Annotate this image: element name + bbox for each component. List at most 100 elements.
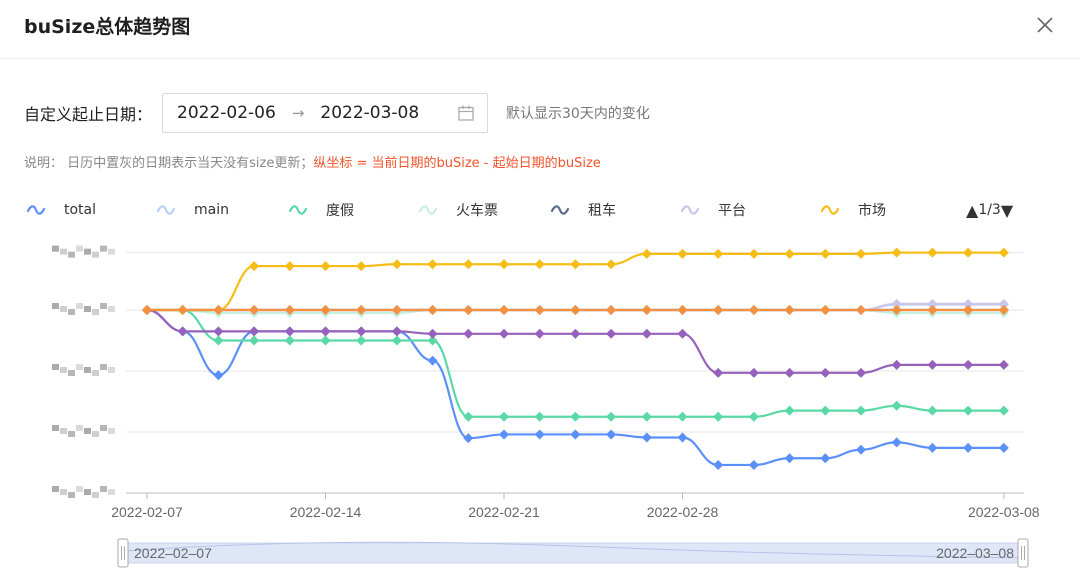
data-point[interactable] [463,259,474,270]
data-point[interactable] [963,298,974,309]
data-point[interactable] [427,305,438,315]
data-point[interactable] [284,326,295,337]
data-point[interactable] [249,261,260,272]
data-point[interactable] [320,305,331,315]
data-point[interactable] [963,247,974,258]
data-point[interactable] [249,335,260,346]
data-point[interactable] [998,405,1009,416]
data-point[interactable] [606,305,617,315]
data-point[interactable] [891,400,902,411]
data-point[interactable] [606,429,617,440]
data-point[interactable] [427,328,438,339]
data-point[interactable] [427,259,438,270]
data-point[interactable] [963,305,974,315]
data-point[interactable] [927,405,938,416]
data-point[interactable] [998,298,1009,309]
data-point[interactable] [677,248,688,259]
data-point[interactable] [142,305,152,315]
data-point[interactable] [784,248,795,259]
data-point[interactable] [713,248,724,259]
data-point[interactable] [320,326,331,337]
data-point[interactable] [748,411,759,422]
data-point[interactable] [499,328,509,339]
data-point[interactable] [391,305,402,315]
data-point[interactable] [606,328,617,339]
data-point[interactable] [748,248,759,259]
data-point[interactable] [641,248,652,259]
data-point[interactable] [570,259,581,270]
data-point[interactable] [391,335,402,346]
data-point[interactable] [320,261,331,272]
data-point[interactable] [784,405,795,416]
page-up-icon[interactable]: ▲ [966,200,979,220]
legend-item[interactable]: 度假 [288,196,354,224]
data-point[interactable] [534,305,545,315]
data-point[interactable] [177,305,188,315]
data-point[interactable] [998,247,1009,258]
data-point[interactable] [784,367,795,378]
data-point[interactable] [891,298,902,309]
data-point[interactable] [213,335,224,346]
legend-item[interactable]: total [26,196,96,224]
data-point[interactable] [177,326,188,337]
data-point[interactable] [641,328,652,339]
data-point[interactable] [570,429,581,440]
data-point[interactable] [998,442,1009,453]
slider-handle[interactable] [117,538,129,568]
data-point[interactable] [713,411,724,422]
legend-item[interactable]: 平台 [680,196,746,224]
data-point[interactable] [213,305,224,315]
data-point[interactable] [677,305,688,315]
data-point[interactable] [641,305,652,315]
data-point[interactable] [356,326,367,337]
data-point[interactable] [820,405,831,416]
data-point[interactable] [677,411,688,422]
data-point[interactable] [463,305,474,315]
data-point[interactable] [891,305,902,315]
data-point[interactable] [927,359,938,370]
data-point[interactable] [606,259,617,270]
data-point[interactable] [284,305,295,315]
data-point[interactable] [570,328,581,339]
data-point[interactable] [856,405,866,416]
data-point[interactable] [213,326,224,337]
data-point[interactable] [784,453,795,464]
data-point[interactable] [856,444,866,455]
data-point[interactable] [891,247,902,258]
data-point[interactable] [856,367,866,378]
data-point[interactable] [748,305,759,315]
legend-item[interactable]: 火车票 [418,196,498,224]
data-point[interactable] [820,367,831,378]
data-point[interactable] [856,305,866,315]
date-range-picker[interactable]: 2022-02-06 → 2022-03-08 [162,93,489,133]
legend-item[interactable]: 市场 [820,196,886,224]
data-point[interactable] [677,432,688,443]
close-icon[interactable] [1032,12,1058,38]
end-date-input[interactable]: 2022-03-08 [320,103,420,123]
data-point[interactable] [891,437,902,448]
data-point[interactable] [534,328,545,339]
data-point[interactable] [427,355,438,366]
data-point[interactable] [784,305,795,315]
data-point[interactable] [284,335,295,346]
data-point[interactable] [356,261,367,272]
data-point[interactable] [570,305,581,315]
data-point[interactable] [499,305,509,315]
data-point[interactable] [963,405,974,416]
data-point[interactable] [356,305,367,315]
data-zoom-slider[interactable]: 2022–02–07 2022–03–08 [0,533,1080,579]
data-point[interactable] [927,442,938,453]
data-point[interactable] [998,359,1009,370]
legend-item[interactable]: 租车 [550,196,616,224]
data-point[interactable] [820,248,831,259]
data-point[interactable] [606,411,617,422]
data-point[interactable] [463,433,474,444]
data-point[interactable] [499,429,509,440]
slider-handle[interactable] [1017,538,1029,568]
data-point[interactable] [320,335,331,346]
data-point[interactable] [677,328,688,339]
data-point[interactable] [463,328,474,339]
series-line[interactable] [147,308,1004,418]
data-point[interactable] [427,335,438,346]
data-point[interactable] [356,335,367,346]
